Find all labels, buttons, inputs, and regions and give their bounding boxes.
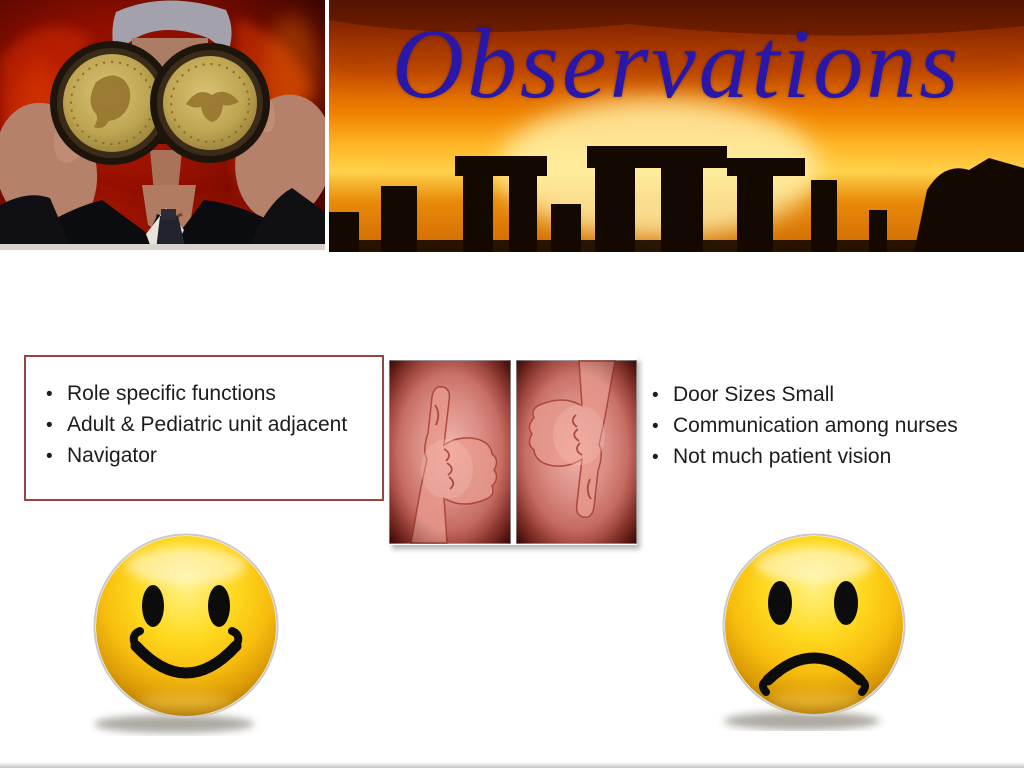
binoculars-man-illustration (0, 0, 325, 250)
observations-banner: Observations (329, 0, 1024, 252)
negatives-list: • Door Sizes Small • Communication among n… (652, 380, 958, 473)
sad-face-icon (716, 531, 912, 731)
sad-face-illustration (722, 533, 906, 730)
positive-item: • Role specific functions (46, 379, 382, 410)
positive-item-text: Adult & Pediatric unit adjacent (67, 413, 348, 436)
negative-item: • Door Sizes Small (652, 380, 958, 411)
negative-item: • Communication among nurses (652, 411, 958, 442)
negative-item-text: Communication among nurses (673, 414, 958, 437)
positive-item-text: Navigator (67, 444, 157, 467)
bullet-glyph: • (46, 415, 53, 436)
positives-box: • Role specific functions • Adult & Pediat… (24, 355, 384, 501)
thumbs-down-panel (516, 360, 637, 544)
bullet-glyph: • (46, 446, 53, 467)
positive-item: • Navigator (46, 441, 382, 472)
happy-face-icon (84, 530, 288, 736)
positive-item-text: Role specific functions (67, 382, 276, 405)
bullet-glyph: • (652, 416, 659, 437)
bullet-glyph: • (652, 447, 659, 468)
stonehenge-sunset-illustration (329, 0, 1024, 252)
negative-item-text: Not much patient vision (673, 445, 892, 468)
binoculars-man-image (0, 0, 325, 250)
bullet-glyph: • (46, 384, 53, 405)
happy-face-illustration (93, 533, 279, 733)
thumbs-up-down-image (389, 357, 637, 545)
slide-title: Observations (391, 8, 962, 119)
negative-item: • Not much patient vision (652, 442, 958, 473)
positive-item: • Adult & Pediatric unit adjacent (46, 410, 382, 441)
thumbs-up-down-illustration (389, 360, 637, 544)
slide-bottom-shadow (0, 762, 1024, 768)
negative-item-text: Door Sizes Small (673, 383, 835, 406)
bullet-glyph: • (652, 385, 659, 406)
thumbs-up-panel (389, 360, 511, 544)
